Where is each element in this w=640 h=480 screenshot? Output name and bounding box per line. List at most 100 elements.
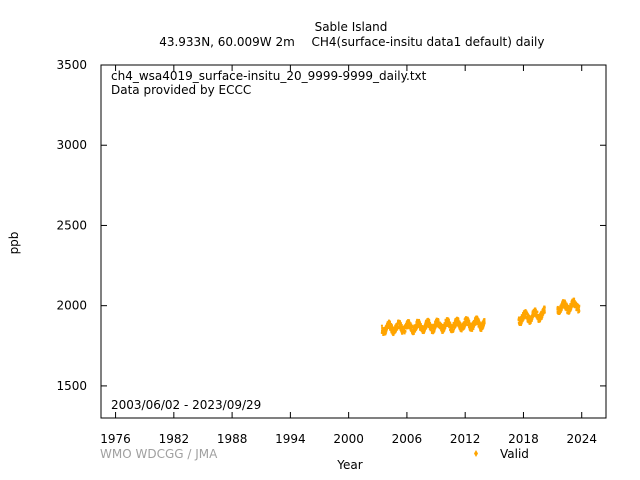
credit-text: WMO WDCGG / JMA bbox=[100, 447, 218, 461]
data-point bbox=[543, 311, 546, 314]
data-point bbox=[401, 325, 404, 328]
data-point bbox=[384, 332, 387, 335]
data-point bbox=[385, 328, 388, 331]
data-point bbox=[482, 324, 485, 327]
x-axis-label: Year bbox=[337, 458, 363, 472]
x-tick-label-2006: 2006 bbox=[392, 432, 423, 446]
x-tick-label-1982: 1982 bbox=[159, 432, 190, 446]
data-point bbox=[543, 310, 546, 313]
data-point bbox=[385, 330, 388, 333]
data-point bbox=[399, 322, 402, 325]
data-point bbox=[483, 318, 486, 321]
location-subtitle: 43.933N, 60.009W 2m bbox=[159, 35, 295, 49]
data-point bbox=[483, 320, 486, 323]
data-point bbox=[412, 332, 415, 335]
data-point bbox=[543, 306, 546, 309]
data-point bbox=[565, 302, 568, 305]
data-point bbox=[467, 318, 470, 321]
data-point bbox=[446, 320, 449, 323]
data-point bbox=[557, 310, 560, 313]
data-point bbox=[449, 328, 452, 331]
data-point bbox=[576, 309, 579, 312]
data-point bbox=[567, 307, 570, 310]
data-point bbox=[447, 317, 450, 320]
provider-annotation: Data provided by ECCC bbox=[111, 83, 252, 97]
data-point bbox=[438, 321, 441, 324]
data-point bbox=[404, 330, 407, 333]
y-tick-label-3500: 3500 bbox=[56, 58, 87, 72]
data-point bbox=[400, 324, 403, 327]
data-point bbox=[534, 307, 537, 310]
data-point bbox=[578, 304, 581, 307]
data-point bbox=[449, 321, 452, 324]
data-point bbox=[521, 320, 524, 323]
data-point bbox=[401, 332, 404, 335]
y-tick-label-3000: 3000 bbox=[56, 138, 87, 152]
data-point bbox=[578, 308, 581, 311]
x-tick-label-1976: 1976 bbox=[100, 432, 131, 446]
data-point bbox=[466, 324, 469, 327]
data-point bbox=[542, 313, 545, 316]
data-point bbox=[388, 324, 391, 327]
data-point bbox=[380, 324, 383, 327]
data-point bbox=[460, 330, 463, 333]
data-point bbox=[540, 317, 543, 320]
data-point bbox=[437, 320, 440, 323]
data-point bbox=[424, 323, 427, 326]
data-point bbox=[433, 329, 436, 332]
data-point bbox=[558, 312, 561, 315]
data-point bbox=[566, 303, 569, 306]
data-point bbox=[408, 319, 411, 322]
data-point bbox=[560, 307, 563, 310]
data-point bbox=[523, 310, 526, 313]
data-point bbox=[534, 310, 537, 313]
data-point bbox=[406, 323, 409, 326]
data-point bbox=[399, 327, 402, 330]
data-point bbox=[394, 330, 397, 333]
data-point bbox=[403, 332, 406, 335]
data-point bbox=[418, 318, 421, 321]
data-point bbox=[453, 328, 456, 331]
data-point bbox=[568, 311, 571, 314]
data-point bbox=[384, 325, 387, 328]
data-point bbox=[562, 305, 565, 308]
x-tick-label-2024: 2024 bbox=[566, 432, 597, 446]
station-title: Sable Island bbox=[314, 20, 388, 34]
data-point bbox=[543, 309, 546, 312]
data-point bbox=[441, 329, 444, 332]
data-point bbox=[380, 331, 383, 334]
data-point bbox=[402, 327, 405, 330]
data-point bbox=[472, 327, 475, 330]
data-point bbox=[409, 322, 412, 325]
file-name-annotation: ch4_wsa4019_surface-insitu_20_9999-9999_… bbox=[111, 69, 427, 83]
data-point bbox=[391, 329, 394, 332]
x-tick-label-2018: 2018 bbox=[508, 432, 539, 446]
data-point bbox=[573, 299, 576, 302]
data-point bbox=[452, 329, 455, 332]
data-point bbox=[407, 325, 410, 328]
data-point bbox=[520, 323, 523, 326]
data-point bbox=[477, 318, 480, 321]
data-point bbox=[433, 330, 436, 333]
y-tick-label-2500: 2500 bbox=[56, 218, 87, 232]
data-point bbox=[571, 301, 574, 304]
data-point bbox=[426, 323, 429, 326]
data-point bbox=[522, 318, 525, 321]
data-point bbox=[481, 327, 484, 330]
data-point bbox=[566, 309, 569, 312]
data-point bbox=[430, 328, 433, 331]
plot-frame bbox=[100, 64, 607, 419]
data-point bbox=[435, 317, 438, 320]
data-point bbox=[422, 325, 425, 328]
data-point bbox=[478, 327, 481, 330]
data-point bbox=[430, 323, 433, 326]
data-point bbox=[414, 330, 417, 333]
data-point bbox=[429, 329, 432, 332]
data-point bbox=[561, 306, 564, 309]
data-point bbox=[462, 323, 465, 326]
data-point bbox=[459, 322, 462, 325]
data-point bbox=[418, 321, 421, 324]
data-point bbox=[481, 324, 484, 327]
x-tick-label-2012: 2012 bbox=[450, 432, 481, 446]
